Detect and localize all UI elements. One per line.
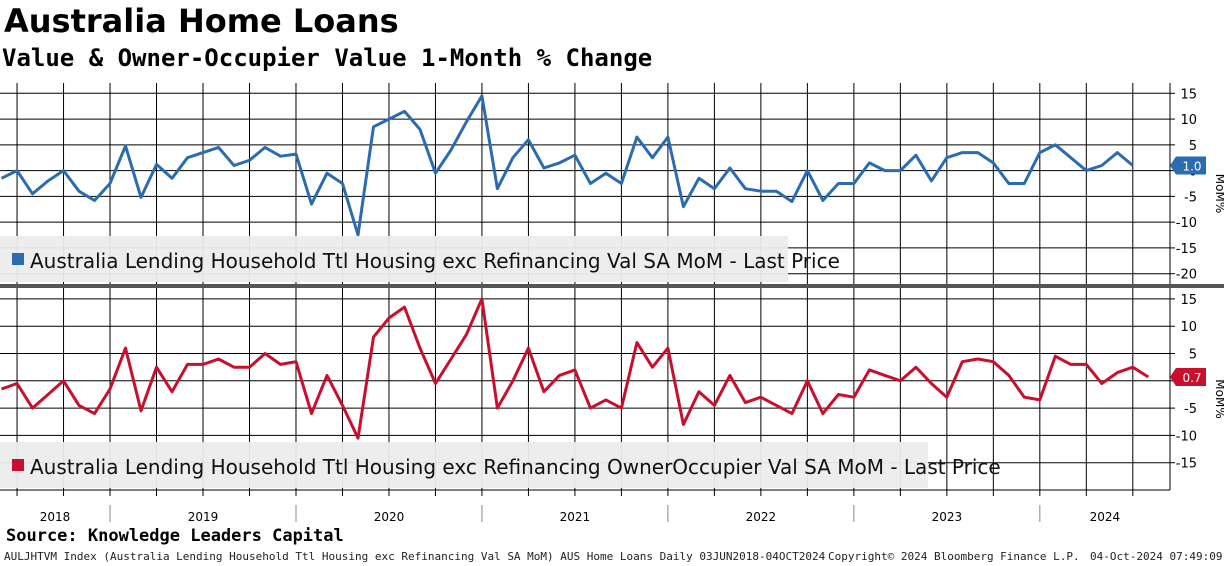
x-tick-label: 2022 [746,510,777,524]
last-value-tag [1170,156,1206,175]
page-subtitle: Value & Owner-Occupier Value 1-Month % C… [2,44,653,72]
x-tick-label: 2023 [932,510,963,524]
y-tick-label: -10 [1176,216,1197,231]
y-tick-label: -5 [1184,402,1197,417]
y-tick-label: 15 [1180,87,1197,102]
legend-box [0,442,928,488]
y-tick-label: -15 [1176,457,1197,472]
y-tick-label: 10 [1180,320,1197,335]
footer-index-description: AULJHTVM Index (Australia Lending Househ… [4,550,826,563]
y-axis-title: MoM% [1213,174,1224,213]
y-tick-label: -10 [1176,429,1197,444]
x-tick-label: 2020 [374,510,405,524]
last-value-tag [1170,367,1206,386]
x-axis: 2018 2019 2020 2021 2022 2023 2024 [0,489,1170,524]
y-tick-label: 10 [1180,113,1197,128]
last-value-label: 0.7 [1182,371,1201,385]
legend-swatch [12,459,24,471]
series-line [0,297,1150,440]
footer-timestamp: 04-Oct-2024 07:49:09 [1090,550,1223,563]
y-tick-label: -5 [1184,190,1197,205]
y-tick-label: -15 [1176,242,1197,257]
legend-label: Australia Lending Household Ttl Housing … [30,249,840,273]
x-tick-label: 2021 [560,510,591,524]
legend-swatch [12,253,24,265]
legend-box [0,236,788,282]
last-value-label: 1.0 [1182,159,1201,173]
panel-divider [0,284,1224,288]
x-tick-label: 2024 [1090,510,1121,524]
footer-copyright: Copyright© 2024 Bloomberg Finance L.P. [828,550,1080,563]
source-label: Source: Knowledge Leaders Capital [6,526,344,546]
series-line [0,94,1134,237]
legend-label: Australia Lending Household Ttl Housing … [30,455,1001,479]
x-tick-label: 2019 [188,510,219,524]
page-title: Australia Home Loans [4,2,399,40]
y-tick-label: -20 [1176,268,1197,283]
y-tick-label: 15 [1180,293,1197,308]
y-tick-label: 5 [1189,348,1197,363]
y-axis-title: MoM% [1213,379,1224,418]
x-tick-label: 2018 [40,510,71,524]
y-tick-label: 5 [1189,139,1197,154]
